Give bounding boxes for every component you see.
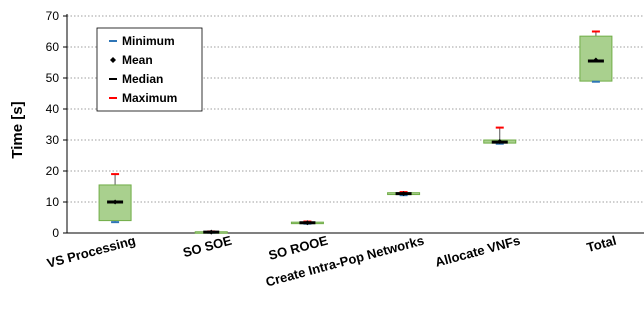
x-category-label: Create Intra-Pop Networks (264, 233, 426, 290)
y-tick-label: 50 (46, 71, 60, 85)
legend-item-mean: Mean (110, 53, 153, 67)
x-category-label: Total (585, 233, 618, 255)
x-category-label: VS Processing (45, 233, 137, 271)
y-tick-label: 10 (46, 195, 60, 209)
x-category-label: SO ROOE (267, 233, 330, 263)
x-category-label: Allocate VNFs (433, 233, 521, 270)
mean-marker (401, 191, 407, 197)
legend-item-maximum: Maximum (109, 91, 177, 105)
box-4 (483, 126, 517, 145)
mean-marker (112, 199, 118, 205)
box-3 (387, 191, 421, 197)
legend-marker (110, 57, 116, 63)
y-tick-label: 70 (46, 9, 60, 23)
mean-marker (593, 57, 599, 63)
legend-label: Minimum (122, 34, 175, 48)
mean-marker (497, 139, 503, 145)
y-tick-label: 60 (46, 40, 60, 54)
iqr-box (579, 35, 613, 82)
y-tick-label: 40 (46, 102, 60, 116)
y-tick-labels: 0 10 20 30 40 50 60 70 (46, 9, 67, 240)
legend-label: Maximum (122, 91, 177, 105)
box-1 (194, 229, 228, 235)
box-2 (290, 220, 324, 226)
y-axis-title: Time [s] (9, 101, 26, 158)
boxes (98, 30, 613, 235)
mean-marker (304, 220, 310, 226)
y-tick-label: 20 (46, 164, 60, 178)
legend-label: Median (122, 72, 163, 86)
legend: Minimum Mean Median Maximum (96, 27, 203, 112)
box-0 (98, 173, 132, 224)
legend-item-median: Median (109, 72, 163, 86)
x-category-label: SO SOE (181, 233, 233, 260)
box-5 (579, 30, 613, 83)
y-tick-label: 30 (46, 133, 60, 147)
legend-label: Mean (122, 53, 153, 67)
y-tick-label: 0 (52, 226, 59, 240)
legend-item-minimum: Minimum (109, 34, 175, 48)
gridlines (67, 15, 644, 203)
axes (66, 14, 644, 234)
mean-marker (208, 229, 214, 235)
